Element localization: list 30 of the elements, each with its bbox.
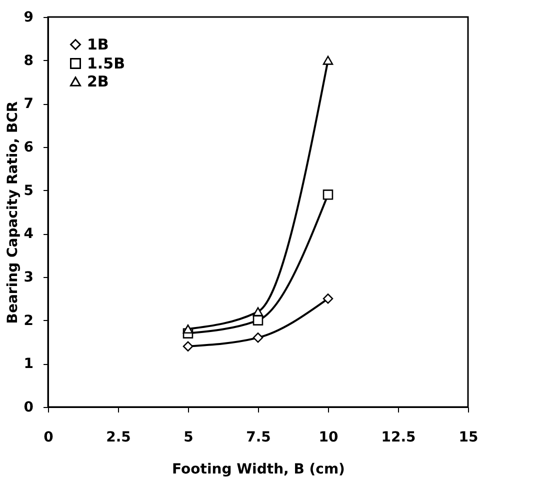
y-tick-label: 2 [24,312,34,329]
x-tick-label: 0 [44,430,54,446]
point [182,341,194,352]
legend-label: 2B [87,72,109,90]
y-tick-label: 0 [24,400,34,416]
y-tick-label: 7 [24,96,34,112]
point [252,332,264,343]
x-tick-label: 15 [458,430,478,446]
point [252,307,264,316]
point [182,324,194,334]
x-tick-label: 5 [184,430,194,446]
legend-label: 1.5B [87,54,126,72]
x-tick-label: 10 [318,430,338,446]
y-tick-label: 4 [24,226,34,242]
point [252,315,264,326]
point [322,56,334,65]
point [322,190,334,200]
legend-label: 1B [87,36,109,54]
y-tick-label: 6 [24,140,34,156]
x-tick-label: 7.5 [246,430,271,446]
x-tick-label: 12.5 [381,430,416,446]
point [322,294,334,304]
y-axis-title: Bearing Capacity Ratio, BCR [4,101,21,324]
y-tick-label: 1 [24,356,34,372]
y-tick-label: 3 [24,270,34,286]
x-axis-title: Footing Width, B (cm) [172,462,345,478]
y-tick-label: 5 [24,182,34,199]
y-tick-label: 9 [24,10,34,26]
x-tick-label: 2.5 [106,430,131,446]
y-tick-label: 8 [24,52,34,69]
